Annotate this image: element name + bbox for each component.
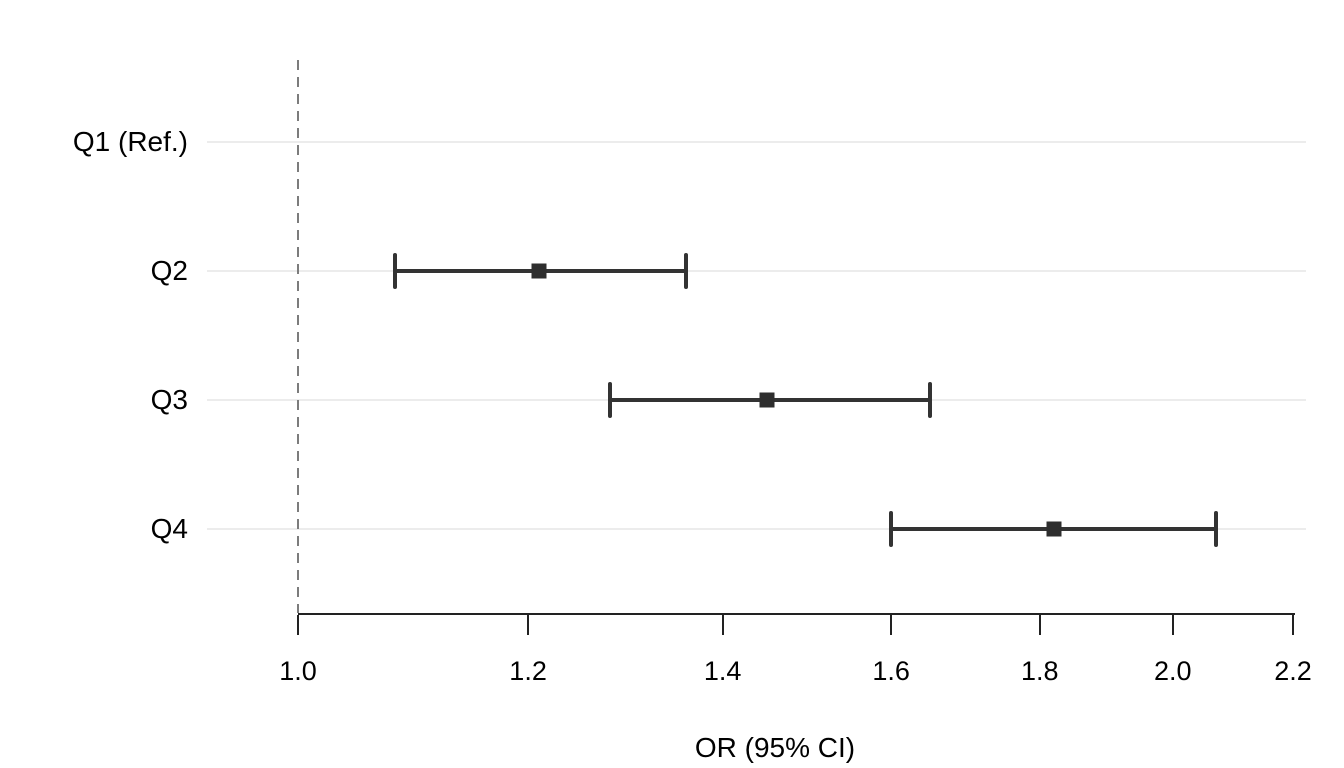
x-tick: [1292, 615, 1295, 635]
row-gridline: [207, 141, 1306, 143]
x-axis-line: [298, 613, 1296, 615]
x-tick-label: 1.8: [1021, 656, 1059, 686]
x-tick-label: 2.0: [1153, 656, 1192, 686]
x-tick: [721, 615, 724, 635]
or-marker: [759, 392, 775, 408]
row-label: Q3: [150, 384, 188, 415]
x-tick-label: 1.6: [872, 656, 910, 686]
row-gridline: [207, 528, 1306, 530]
x-tick: [1171, 615, 1174, 635]
ci-cap-high: [684, 253, 689, 289]
x-tick-label: 1.4: [703, 656, 742, 686]
ci-cap-low: [607, 382, 612, 418]
x-tick: [890, 615, 893, 635]
or-marker: [1046, 521, 1062, 537]
x-tick: [1038, 615, 1041, 635]
row-label: Q4: [150, 513, 188, 544]
x-tick-label: 1.0: [279, 656, 317, 686]
x-tick-label: 2.2: [1274, 656, 1312, 686]
row-label: Q2: [150, 255, 188, 286]
ci-cap-low: [393, 253, 398, 289]
or-marker: [531, 263, 547, 279]
x-tick: [527, 615, 530, 635]
ci-cap-high: [927, 382, 932, 418]
ci-cap-high: [1214, 511, 1219, 547]
x-axis-title: OR (95% CI): [694, 732, 856, 763]
x-tick: [297, 615, 299, 635]
x-tick-label: 1.2: [509, 656, 547, 686]
row-gridline: [207, 270, 1306, 272]
row-label: Q1 (Ref.): [72, 126, 188, 157]
reference-line: [297, 60, 299, 613]
ci-cap-low: [889, 511, 894, 547]
